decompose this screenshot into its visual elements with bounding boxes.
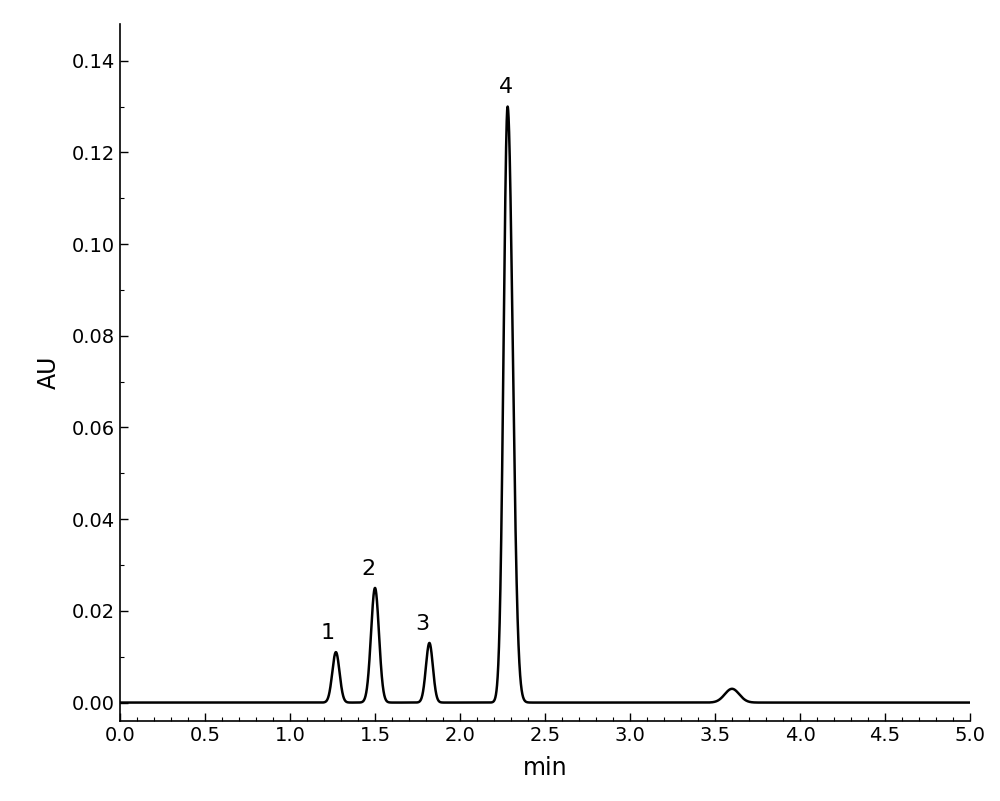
Text: 3: 3: [416, 614, 430, 634]
X-axis label: min: min: [523, 756, 567, 780]
Text: 2: 2: [361, 559, 375, 579]
Y-axis label: AU: AU: [37, 356, 61, 389]
Text: 4: 4: [499, 78, 513, 98]
Text: 1: 1: [320, 623, 334, 643]
